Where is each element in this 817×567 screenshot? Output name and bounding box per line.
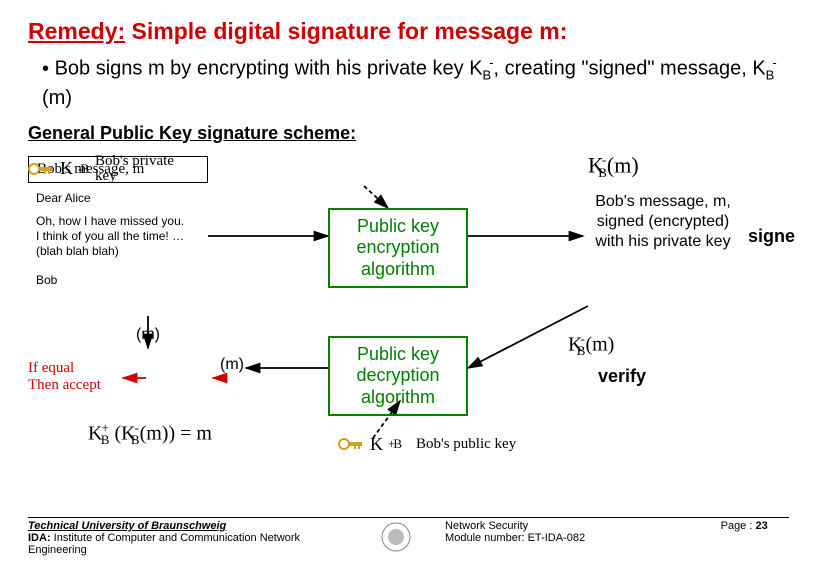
- equation: K+B (K-B(m)) = m: [88, 420, 212, 449]
- accept-box: If equal Then accept: [28, 360, 101, 394]
- key-to-enc: [364, 186, 388, 208]
- kb-minus-m-top: K-B(m): [588, 152, 639, 182]
- slide-title: Remedy: Simple digital signature for mes…: [28, 18, 789, 45]
- verify-label: verify: [598, 366, 646, 387]
- public-key-label: K+B Bob's public key: [338, 434, 516, 455]
- m-label-2: (m): [220, 356, 244, 374]
- private-key-text: Bob's private key: [95, 154, 185, 184]
- message-greeting: Dear Alice: [28, 187, 198, 210]
- key-icon: [338, 437, 364, 451]
- subheading: General Public Key signature scheme:: [28, 123, 789, 144]
- kb-minus-m-mid: K-B(m): [568, 331, 614, 360]
- footer-course: Network Security Module number: ET-IDA-0…: [445, 520, 658, 544]
- bullet-text: Bob signs m by encrypting with his priva…: [42, 55, 789, 111]
- message-body: Oh, how I have missed you. I think of yo…: [28, 210, 198, 263]
- decryption-box: Public key decryption algorithm: [328, 336, 468, 417]
- title-prefix: Remedy:: [28, 18, 125, 44]
- encryption-box: Public key encryption algorithm: [328, 208, 468, 289]
- signe-label: signe: [748, 226, 795, 247]
- diagram-canvas: Bob's message, m Dear Alice Oh, how I ha…: [28, 156, 788, 516]
- message-sign: Bob: [28, 269, 198, 292]
- signed-msg-box: Bob's message, m, signed (encrypted) wit…: [583, 192, 743, 252]
- private-key-label: K-B Bob's private key: [28, 154, 185, 184]
- public-key-text: Bob's public key: [416, 436, 516, 453]
- footer: Technical University of Braunschweig IDA…: [28, 517, 789, 557]
- footer-page: Page : 23: [661, 520, 768, 532]
- footer-left: Technical University of Braunschweig IDA…: [28, 520, 348, 556]
- key-icon: [28, 162, 54, 176]
- m-label-1: (m): [136, 326, 160, 344]
- title-rest: Simple digital signature for message m:: [125, 18, 567, 44]
- footer-logo: [351, 520, 442, 557]
